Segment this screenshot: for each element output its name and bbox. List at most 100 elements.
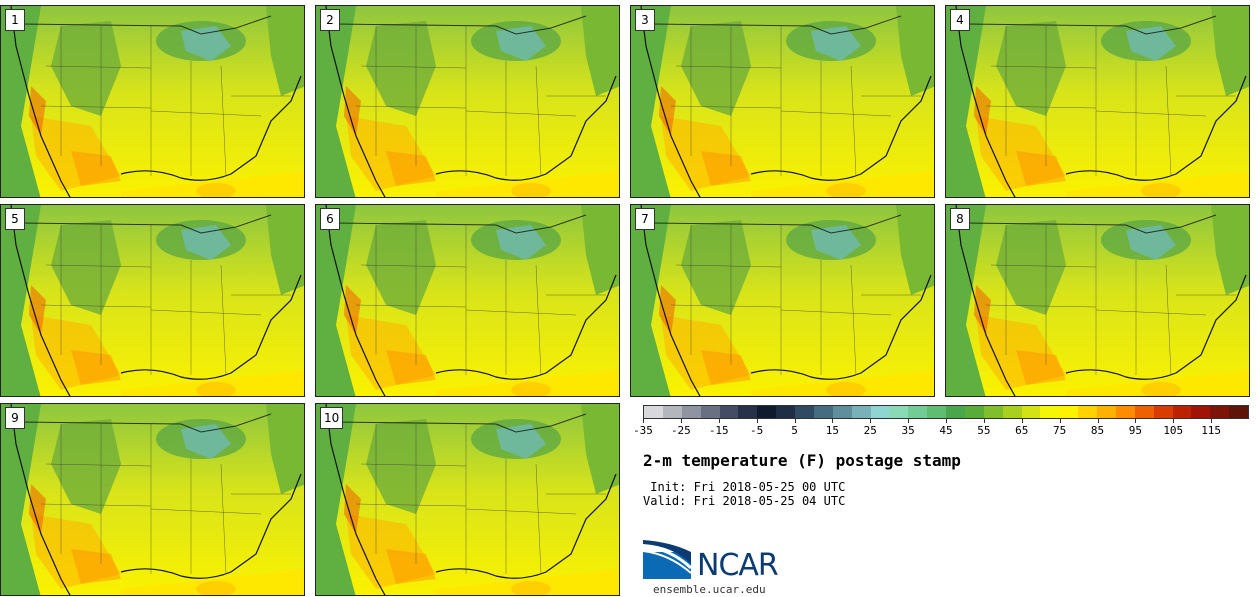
colorbar-tick-label: 95: [1128, 424, 1142, 437]
init-time: Init: Fri 2018-05-25 00 UTC: [643, 480, 846, 494]
colorbar-tick: [1021, 419, 1023, 423]
colorbar-segment: [1229, 406, 1248, 418]
ncar-logo-text: NCAR: [697, 548, 779, 583]
colorbar-tick: [983, 419, 985, 423]
stamp-panel[interactable]: 6: [315, 204, 620, 397]
ensemble-url[interactable]: ensemble.ucar.edu: [653, 583, 766, 596]
temperature-map: [946, 6, 1249, 197]
stamp-panel[interactable]: 2: [315, 5, 620, 198]
stamp-panel[interactable]: 7: [630, 204, 935, 397]
colorbar-segment: [927, 406, 946, 418]
colorbar-tick-label: -15: [708, 424, 729, 437]
chart-title: 2-m temperature (F) postage stamp: [643, 451, 961, 470]
stamp-panel[interactable]: 10: [315, 403, 620, 596]
colorbar-tick: [870, 419, 872, 423]
colorbar-segment: [681, 406, 701, 418]
colorbar-segment: [813, 406, 833, 418]
stamp-member-label: 3: [635, 9, 655, 31]
colorbar-segment: [719, 406, 739, 418]
colorbar-tick: [1211, 419, 1213, 423]
temperature-map: [1, 6, 304, 197]
colorbar-segment: [1002, 406, 1022, 418]
temperature-map: [316, 404, 619, 595]
temperature-colorbar: [643, 405, 1249, 419]
colorbar-tick-label: 85: [1090, 424, 1105, 437]
colorbar-segment: [662, 406, 682, 418]
stamp-member-label: 1: [5, 9, 25, 31]
colorbar-tick: [794, 419, 796, 423]
colorbar-segment: [1153, 406, 1173, 418]
colorbar-tick: [832, 419, 834, 423]
temperature-map: [946, 205, 1249, 396]
colorbar-segment: [1172, 406, 1192, 418]
temperature-map: [631, 6, 934, 197]
colorbar-tick-label: 15: [825, 424, 839, 437]
colorbar-tick: [1097, 419, 1099, 423]
stamp-member-label: 8: [950, 208, 970, 230]
colorbar-segment: [964, 406, 984, 418]
stamp-member-label: 4: [950, 9, 970, 31]
colorbar-tick-label: 25: [863, 424, 877, 437]
colorbar-tick-label: -35: [633, 424, 653, 437]
stamp-panel[interactable]: 5: [0, 204, 305, 397]
temperature-map: [631, 205, 934, 396]
colorbar-segment: [851, 406, 871, 418]
colorbar-segment: [889, 406, 909, 418]
colorbar-segment: [1040, 406, 1060, 418]
stamp-panel[interactable]: 3: [630, 5, 935, 198]
colorbar-segment: [776, 406, 795, 418]
stamp-panel[interactable]: 8: [945, 204, 1250, 397]
stamp-member-label: 2: [320, 9, 340, 31]
ncar-logo-icon: [643, 540, 693, 579]
colorbar-tick-label: 115: [1201, 424, 1222, 437]
stamp-member-label: 10: [320, 407, 344, 429]
colorbar-tick-label: 5: [791, 424, 798, 437]
colorbar-segment: [1078, 406, 1097, 418]
colorbar-segment: [1134, 406, 1154, 418]
colorbar-segment: [738, 406, 758, 418]
colorbar-segment: [870, 406, 890, 418]
colorbar-segment: [644, 406, 663, 418]
temperature-map: [1, 205, 304, 396]
colorbar-tick: [643, 419, 644, 423]
colorbar-tick-label: 105: [1163, 424, 1184, 437]
colorbar-tick: [908, 419, 910, 423]
colorbar-segment: [908, 406, 928, 418]
colorbar-tick: [756, 419, 758, 423]
colorbar-tick: [680, 419, 682, 423]
colorbar-segment: [795, 406, 814, 418]
colorbar-ticks: -35 -25 -15 -5 5 15 25 35 45 55 65 75 85 95 105 115: [633, 419, 1249, 441]
stamp-member-label: 5: [5, 208, 25, 230]
stamp-panel[interactable]: 4: [945, 5, 1250, 198]
colorbar-tick: [718, 419, 720, 423]
colorbar-segment: [1210, 406, 1230, 418]
stamp-member-label: 6: [320, 208, 340, 230]
colorbar-segment: [1021, 406, 1041, 418]
colorbar-tick: [1173, 419, 1175, 423]
colorbar-tick-label: 65: [1015, 424, 1029, 437]
colorbar-segment: [1115, 406, 1135, 418]
temperature-map: [1, 404, 304, 595]
colorbar-tick-label: 75: [1053, 424, 1067, 437]
temperature-map: [316, 6, 619, 197]
colorbar-segment: [832, 406, 852, 418]
stamp-member-label: 9: [5, 407, 25, 429]
stamp-panel[interactable]: 9: [0, 403, 305, 596]
colorbar-segment: [1059, 406, 1079, 418]
colorbar-tick-label: 55: [977, 424, 991, 437]
colorbar-tick: [1059, 419, 1061, 423]
stamp-member-label: 7: [635, 208, 655, 230]
temperature-map: [316, 205, 619, 396]
colorbar-segment: [946, 406, 965, 418]
colorbar-tick: [946, 419, 947, 423]
colorbar-segment: [757, 406, 777, 418]
valid-time: Valid: Fri 2018-05-25 04 UTC: [643, 494, 846, 508]
colorbar-tick-label: 35: [901, 424, 915, 437]
stamp-panel[interactable]: 1: [0, 5, 305, 198]
colorbar-segment: [700, 406, 720, 418]
colorbar-tick-label: -5: [750, 424, 764, 437]
colorbar-segment: [983, 406, 1003, 418]
colorbar-tick-label: 45: [939, 424, 953, 437]
colorbar-segment: [1097, 406, 1116, 418]
colorbar-tick: [1135, 419, 1137, 423]
